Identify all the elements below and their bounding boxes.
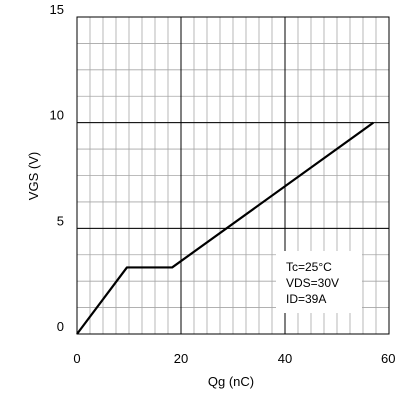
y-axis-label: VGS (V) — [26, 152, 41, 200]
y-tick-label: 5 — [57, 213, 64, 228]
x-tick-label: 0 — [73, 351, 80, 366]
x-tick-label: 40 — [278, 351, 292, 366]
annotation-box — [276, 251, 362, 313]
annotation-line-3: ID=39A — [286, 292, 326, 306]
x-tick-labels: 0 20 40 60 — [73, 351, 395, 366]
y-tick-label: 15 — [50, 2, 64, 17]
y-tick-labels: 0 5 10 15 — [50, 2, 64, 334]
series-layer — [76, 121, 375, 335]
y-tick-label: 0 — [57, 319, 64, 334]
x-tick-label: 60 — [381, 351, 395, 366]
series-line — [76, 121, 375, 335]
x-axis-label: Qg (nC) — [208, 374, 254, 389]
annotation-line-1: Tc=25°C — [286, 260, 332, 274]
y-tick-label: 10 — [50, 108, 64, 123]
plot-frame — [76, 16, 390, 335]
x-tick-label: 20 — [174, 351, 188, 366]
annotation-line-2: VDS=30V — [286, 276, 339, 290]
